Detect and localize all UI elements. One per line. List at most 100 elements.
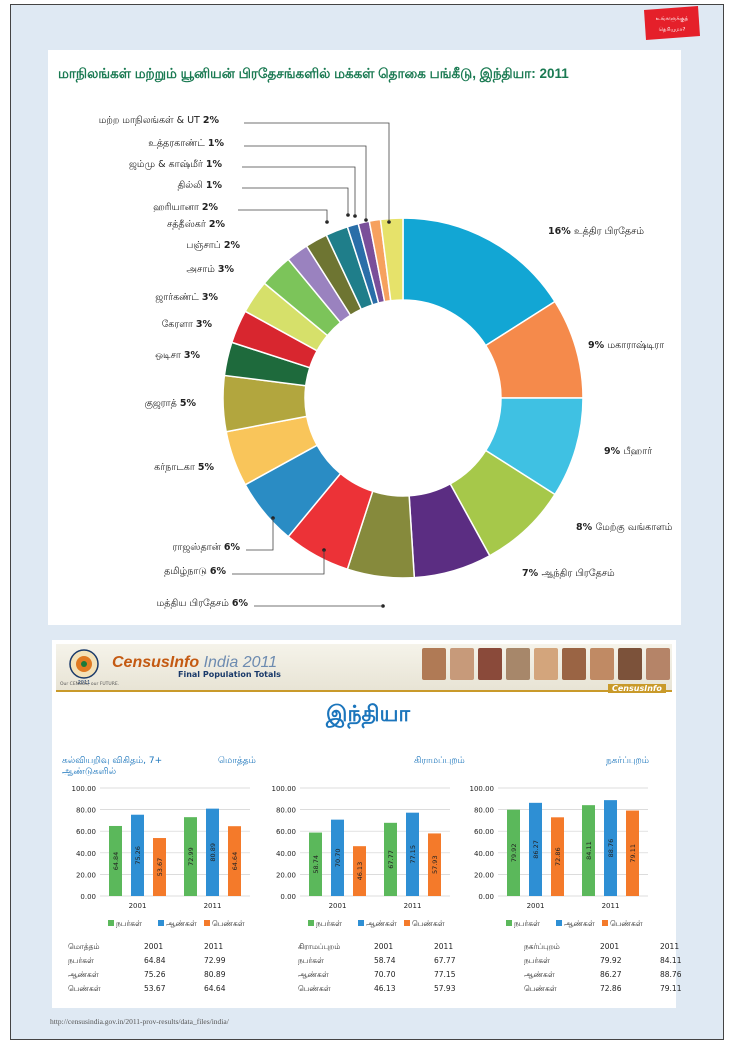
slice-pct: 9% — [604, 446, 623, 457]
legend-label: நபர்கள் — [116, 919, 143, 928]
slice-label: கர்நாடகா 5% — [154, 462, 214, 473]
slice-pct: 7% — [522, 568, 541, 579]
census-logo-icon: 2011 — [69, 649, 99, 685]
slice-pct: 3% — [218, 264, 235, 275]
table-row-cell: பெண்கள் — [68, 984, 101, 993]
slice-pct: 2% — [203, 115, 220, 126]
bar — [626, 810, 639, 896]
table-row-cell: 57.93 — [434, 984, 456, 993]
legend-label: பெண்கள் — [212, 919, 246, 928]
portrait-photo — [618, 648, 642, 680]
bar — [604, 800, 617, 896]
slice-name: பஞ்சாப் — [186, 240, 224, 251]
x-tick-label: 2011 — [204, 902, 222, 910]
bar-value-label: 58.74 — [312, 855, 320, 874]
y-tick-label: 40.00 — [474, 850, 494, 858]
table-header-cell: 2011 — [204, 942, 224, 951]
y-tick-label: 100.00 — [272, 785, 297, 793]
country-title: இந்தியா — [326, 702, 410, 727]
literacy-axis-title: கல்வியறிவு விகிதம், 7+ ஆண்டுகளில் — [62, 756, 163, 777]
leader-line — [238, 209, 328, 222]
table-row-cell: 77.15 — [434, 970, 456, 979]
slice-pct: 1% — [206, 159, 223, 170]
y-tick-label: 60.00 — [276, 828, 296, 836]
table-row-cell: 53.67 — [144, 984, 166, 993]
slice-pct: 8% — [576, 522, 595, 533]
table-header-cell: 2011 — [660, 942, 680, 951]
slice-name: குஜராத் — [144, 398, 179, 410]
bar-value-label: 75.26 — [134, 846, 142, 865]
table-header-cell: 2001 — [600, 942, 620, 951]
pie-title: மாநிலங்கள் மற்றும் யூனியன் பிரதேசங்களில்… — [58, 66, 569, 81]
legend-swatch — [158, 920, 164, 926]
portrait-photo — [562, 648, 586, 680]
table-row-cell: 80.89 — [204, 970, 226, 979]
bar-value-label: 88.76 — [607, 839, 615, 858]
bar-value-label: 72.99 — [187, 847, 195, 866]
slice-label: கேரளா 3% — [162, 319, 213, 330]
rural-chart-title: கிராமப்புறம் — [414, 756, 465, 766]
legend-label: பெண்கள் — [412, 919, 446, 928]
slice-pct: 1% — [208, 138, 225, 149]
y-tick-label: 100.00 — [470, 785, 495, 793]
x-tick-label: 2011 — [602, 902, 620, 910]
slice-name: உத்தரகாண்ட் — [148, 138, 208, 149]
slice-label: மத்திய பிரதேசம் 6% — [157, 598, 249, 609]
bar — [228, 826, 241, 896]
slice-label: மற்ற மாநிலங்கள் & UT 2% — [99, 115, 220, 126]
brand-year: India 2011 — [199, 654, 278, 671]
legend-label: நபர்கள் — [514, 919, 541, 928]
y-tick-label: 80.00 — [474, 807, 494, 815]
slice-0 — [402, 217, 557, 347]
slice-label: ஹரியானா 2% — [153, 202, 218, 213]
portrait-photo — [646, 648, 670, 680]
bar — [184, 817, 197, 896]
leader-line — [242, 166, 356, 216]
total-chart-title: மொத்தம் — [218, 756, 256, 766]
urban-bar-chart: 0.00 20.00 40.00 60.00 80.00 100.00 2001 79.92 8… — [470, 785, 648, 928]
bar — [529, 802, 542, 896]
slice-name: சத்தீஸ்கர் — [167, 219, 209, 230]
y-tick-label: 0.00 — [280, 893, 296, 901]
table-header-cell: 2011 — [434, 942, 454, 951]
table-row-cell: 72.99 — [204, 956, 226, 965]
leader-line — [246, 518, 274, 551]
brand-name: CensusInfo — [112, 654, 200, 671]
bar-value-label: 86.27 — [532, 840, 540, 859]
pie-chart: 16% உத்திர பிரதேசம்9% மகாராஷ்டிரா9% பீஹா… — [99, 115, 673, 609]
slice-name: தில்லி — [177, 180, 205, 191]
table-row-cell: 67.77 — [434, 956, 456, 965]
slice-label: ஒடிசா 3% — [155, 350, 200, 361]
slice-label: பஞ்சாப் 2% — [186, 240, 240, 251]
portrait-photo — [590, 648, 614, 680]
slice-name: ஜார்கண்ட் — [155, 292, 202, 303]
table-row-cell: 64.64 — [204, 984, 226, 993]
bar — [109, 825, 122, 896]
leader-line — [242, 187, 349, 215]
table-header-cell: நகர்ப்புறம் — [524, 942, 560, 951]
table-header-cell: 2001 — [144, 942, 164, 951]
bar-value-label: 53.67 — [156, 858, 164, 877]
table-row-cell: 72.86 — [600, 984, 622, 993]
total-bar-chart: 0.00 20.00 40.00 60.00 80.00 100.00 2001 64.84 7… — [72, 785, 250, 928]
slice-pct: 2% — [224, 240, 241, 251]
portrait-photo — [478, 648, 502, 680]
table-row-cell: நபர்கள் — [68, 956, 94, 965]
bar-value-label: 64.84 — [112, 852, 120, 871]
slice-pct: 2% — [209, 219, 226, 230]
bar — [153, 838, 166, 896]
badge-line2: தெரியுமா? — [659, 26, 686, 33]
table-row-cell: ஆண்கள் — [298, 970, 329, 979]
slice-name: பீஹார் — [623, 446, 653, 457]
slice-label: தில்லி 1% — [177, 180, 222, 191]
y-tick-label: 80.00 — [76, 807, 96, 815]
y-tick-label: 40.00 — [276, 850, 296, 858]
x-tick-label: 2011 — [404, 902, 422, 910]
table-row-cell: 58.74 — [374, 956, 396, 965]
slice-name: ஜம்மு & காஷ்மீர் — [129, 159, 206, 170]
slice-label: ஜம்மு & காஷ்மீர் 1% — [129, 159, 223, 170]
leader-line — [244, 122, 390, 222]
slice-pct: 1% — [206, 180, 223, 191]
table-row-cell: 84.11 — [660, 956, 682, 965]
slice-pct: 16% — [548, 226, 574, 237]
